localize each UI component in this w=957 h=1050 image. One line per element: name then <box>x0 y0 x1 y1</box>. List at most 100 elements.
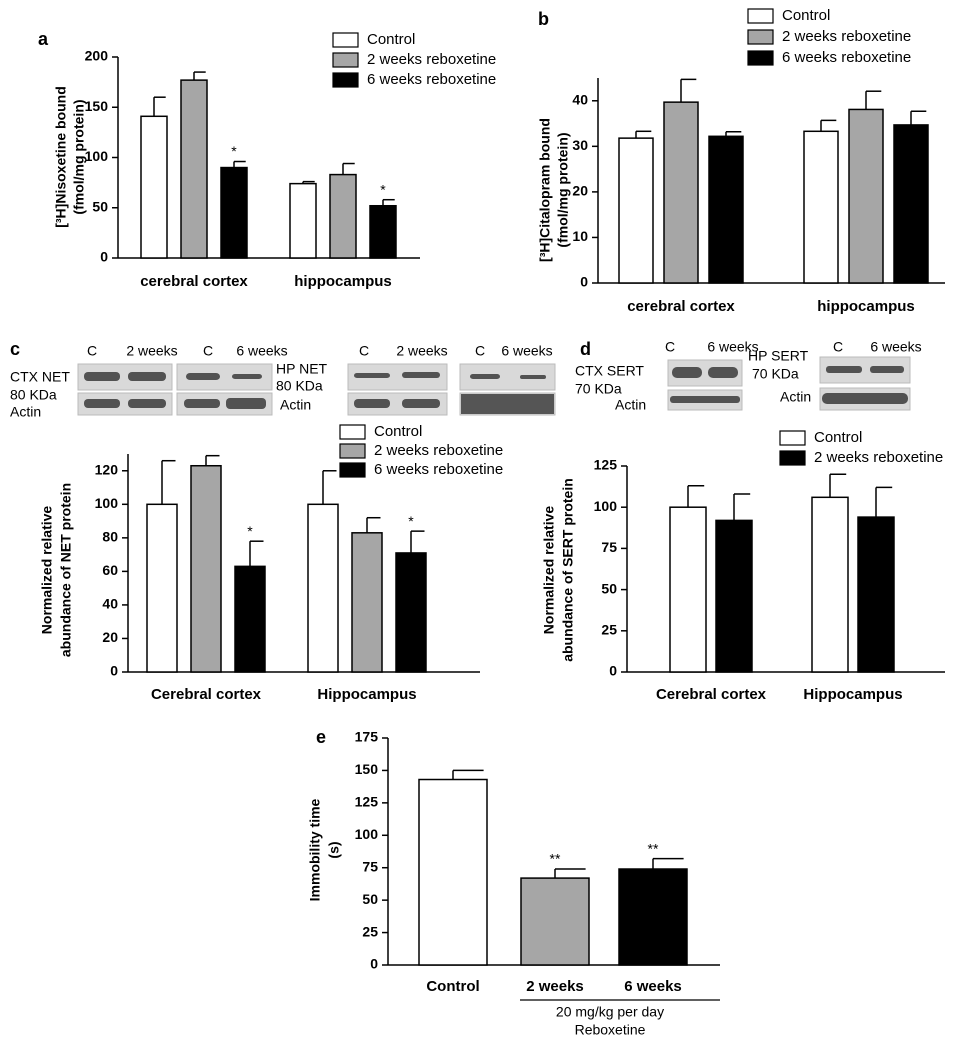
x-tick-label: Cerebral cortex <box>151 686 262 703</box>
bar <box>369 204 397 259</box>
y-tick-label: 0 <box>370 956 378 972</box>
x-tick-label: Hippocampus <box>803 686 902 703</box>
y-tick-label: 100 <box>355 826 379 842</box>
x-tick-label: Hippocampus <box>317 686 416 703</box>
x-tick-label: cerebral cortex <box>140 273 248 290</box>
significance-mark: * <box>380 181 386 197</box>
legend-label: Control <box>374 423 422 440</box>
legend-swatch <box>339 424 366 440</box>
bar <box>146 503 178 673</box>
panel-label: c <box>10 339 20 359</box>
bar <box>289 182 317 259</box>
row-label: Actin <box>10 404 41 420</box>
y-tick-label: 100 <box>95 495 119 511</box>
blot-images-d <box>667 356 911 411</box>
significance-mark: * <box>231 143 237 159</box>
legend-swatch <box>339 443 366 459</box>
legend-label: 2 weeks reboxetine <box>814 449 943 466</box>
significance-mark: ** <box>648 840 659 856</box>
legend-label: 6 weeks reboxetine <box>374 461 503 478</box>
x-tick-label: hippocampus <box>294 273 392 290</box>
x-tick-label: Cerebral cortex <box>656 686 767 703</box>
legend-swatch <box>747 50 774 66</box>
lane-label: 2 weeks <box>126 343 177 359</box>
row-label: CTX NET <box>10 369 70 385</box>
y-tick-label: 75 <box>362 858 378 874</box>
bar <box>190 464 222 673</box>
lane-label: C <box>87 343 97 359</box>
lane-label: 6 weeks <box>501 343 552 359</box>
y-tick-label: 50 <box>362 891 378 907</box>
y-tick-label: 150 <box>85 98 109 114</box>
x-tick-label: Control <box>426 978 479 995</box>
row-label: Actin <box>280 397 311 413</box>
lane-label: C <box>203 343 213 359</box>
row-label: HP SERT <box>748 348 809 364</box>
blot-images-c <box>77 363 556 416</box>
bar <box>669 506 707 673</box>
y-tick-label: 40 <box>572 91 588 107</box>
legend-label: Control <box>814 429 862 446</box>
bar <box>848 108 884 284</box>
legend-swatch <box>747 8 774 24</box>
bar <box>857 516 895 673</box>
bar <box>395 552 427 673</box>
bar <box>220 166 248 259</box>
y-tick-label: 40 <box>102 596 118 612</box>
legend-label: 2 weeks reboxetine <box>374 442 503 459</box>
lane-label: C <box>665 339 675 355</box>
group-label: Reboxetine <box>575 1022 646 1038</box>
y-axis-label: (fmol/mg protein) <box>71 99 87 214</box>
legend-swatch <box>332 52 359 68</box>
y-tick-label: 0 <box>100 249 108 265</box>
y-axis-label: abundance of NET protein <box>58 483 74 657</box>
legend-label: 6 weeks reboxetine <box>367 71 496 88</box>
row-label: CTX SERT <box>575 363 644 379</box>
x-tick-label: cerebral cortex <box>627 298 735 315</box>
y-axis-label: (s) <box>326 841 342 858</box>
row-label: Actin <box>615 397 646 413</box>
panel-label: b <box>538 9 549 29</box>
panel-label: a <box>38 29 49 49</box>
bar <box>708 135 744 284</box>
significance-mark: * <box>408 513 414 529</box>
panel-label: d <box>580 339 591 359</box>
y-tick-label: 100 <box>85 148 109 164</box>
legend-label: 2 weeks reboxetine <box>367 51 496 68</box>
bar <box>520 877 590 966</box>
legend-swatch <box>779 430 806 446</box>
y-axis-label: abundance of SERT protein <box>560 478 576 662</box>
y-tick-label: 75 <box>601 539 617 555</box>
legend-label: Control <box>782 7 830 24</box>
y-tick-label: 25 <box>362 923 378 939</box>
y-tick-label: 20 <box>572 183 588 199</box>
y-tick-label: 20 <box>102 629 118 645</box>
legend-swatch <box>339 462 366 478</box>
legend-label: 6 weeks reboxetine <box>782 49 911 66</box>
y-axis-label: [³H]Nisoxetine bound <box>53 86 69 228</box>
legend-swatch <box>332 32 359 48</box>
x-tick-label: hippocampus <box>817 298 915 315</box>
lane-label: C <box>833 339 843 355</box>
bar <box>715 519 753 673</box>
row-label: HP NET <box>276 361 328 377</box>
legend-label: Control <box>367 31 415 48</box>
bar <box>618 137 654 284</box>
y-tick-label: 25 <box>601 622 617 638</box>
y-tick-label: 120 <box>95 461 119 477</box>
legend-swatch <box>332 72 359 88</box>
bar <box>140 115 168 259</box>
y-axis-label: Immobility time <box>307 798 323 901</box>
bar <box>351 532 383 673</box>
y-axis-label: Normalized relative <box>39 506 55 635</box>
bar <box>803 130 839 284</box>
bar <box>329 173 357 259</box>
bar <box>180 79 208 259</box>
legend-swatch <box>779 450 806 466</box>
legend-label: 2 weeks reboxetine <box>782 28 911 45</box>
y-tick-label: 200 <box>85 48 109 64</box>
group-label: 20 mg/kg per day <box>556 1004 664 1020</box>
bar <box>234 565 266 673</box>
y-tick-label: 50 <box>92 198 108 214</box>
